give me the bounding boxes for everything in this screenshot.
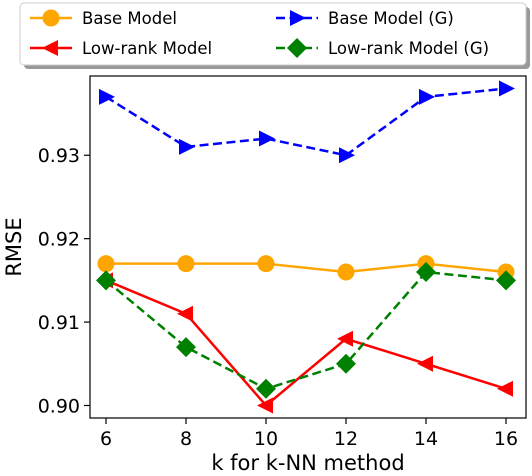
- x-axis-title: k for k-NN method: [211, 451, 404, 475]
- legend-label-1: Base Model (G): [328, 9, 454, 28]
- data-point-3-4: [416, 262, 436, 283]
- x-tick-label-3: 12: [334, 428, 358, 450]
- x-tick-label-5: 16: [494, 428, 518, 450]
- data-point-0-0: [97, 255, 115, 273]
- series-line-2: [105, 279, 507, 407]
- data-point-1-1: [179, 138, 195, 155]
- series-line-3: [105, 270, 507, 391]
- data-point-3-5: [496, 270, 516, 291]
- legend: Base Model Base Model (G) Low-rank Model Lo…: [19, 2, 530, 69]
- legend-label-2: Low-rank Model: [82, 39, 212, 58]
- legend-label-0: Base Model: [82, 9, 177, 28]
- legend-label-3: Low-rank Model (G): [328, 39, 489, 58]
- legend-marker-3: [287, 38, 307, 58]
- legend-box: [19, 2, 527, 66]
- data-point-2-4: [417, 355, 433, 372]
- plot-frame: [89, 75, 527, 419]
- data-point-1-0: [99, 88, 115, 105]
- y-tick-label-3: 0.93: [38, 145, 80, 167]
- data-point-1-2: [259, 130, 275, 147]
- data-point-1-5: [499, 80, 515, 97]
- legend-marker-0: [42, 9, 60, 27]
- data-point-3-1: [176, 337, 196, 358]
- y-axis-title: RMSE: [2, 217, 26, 276]
- data-point-2-2: [257, 397, 273, 414]
- data-point-0-1: [177, 255, 195, 273]
- axes: 6 8 10 12 14 16 0.90 0.91 0.92 0.93 k for k-NN met…: [2, 75, 527, 475]
- x-tick-label-4: 14: [414, 428, 438, 450]
- plot-area: [96, 80, 516, 414]
- data-point-2-3: [337, 330, 353, 347]
- data-point-0-2: [257, 255, 275, 273]
- y-tick-label-1: 0.91: [38, 312, 80, 334]
- x-tick-label-0: 6: [100, 428, 112, 450]
- data-point-3-3: [336, 353, 356, 374]
- data-point-2-1: [177, 305, 193, 322]
- data-point-3-0: [96, 270, 116, 291]
- x-tick-label-1: 8: [180, 428, 192, 450]
- y-tick-label-2: 0.92: [38, 229, 80, 251]
- data-point-3-2: [256, 378, 276, 399]
- series-line-0: [106, 262, 507, 274]
- x-tick-label-2: 10: [254, 428, 278, 450]
- y-tick-label-0: 0.90: [38, 395, 80, 417]
- series-line-1: [105, 87, 507, 157]
- data-point-1-4: [419, 88, 435, 105]
- data-point-2-5: [497, 380, 513, 397]
- legend-marker-1: [290, 10, 306, 26]
- data-point-1-3: [339, 147, 355, 164]
- data-point-0-3: [337, 263, 355, 281]
- legend-marker-2: [42, 40, 58, 56]
